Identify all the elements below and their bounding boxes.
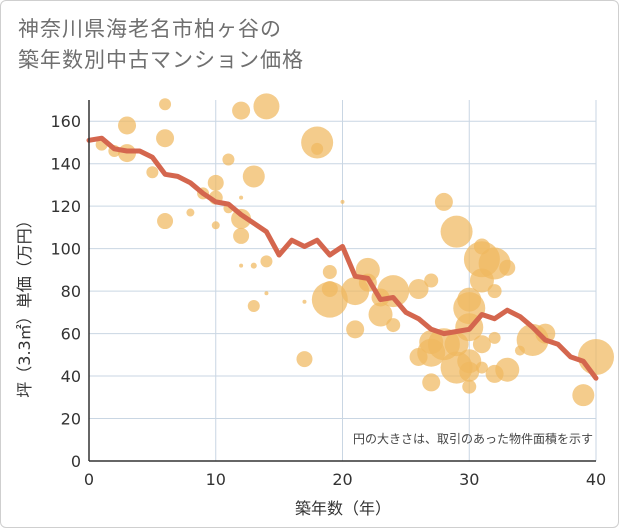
data-bubble [118, 116, 137, 135]
bubble-size-note: 円の大きさは、取引のあった物件面積を示す [353, 431, 593, 446]
data-bubble [157, 213, 174, 230]
data-bubble [346, 320, 365, 339]
y-tick-label: 20 [61, 410, 81, 429]
data-bubble [472, 335, 491, 354]
data-bubble [211, 221, 220, 230]
data-bubble [377, 275, 410, 308]
x-tick-label: 10 [206, 470, 226, 489]
y-tick-label: 100 [50, 240, 81, 259]
data-bubble [156, 129, 175, 148]
y-tick-label: 120 [50, 197, 81, 216]
data-bubble [247, 299, 260, 312]
x-tick-label: 40 [586, 470, 606, 489]
average-price-line [86, 135, 599, 381]
y-tick-label: 0 [71, 452, 81, 471]
y-tick-label: 40 [61, 367, 81, 386]
chart-title-line1: 神奈川県海老名市柏ヶ谷の [18, 17, 282, 41]
data-bubble [159, 98, 172, 111]
data-bubble [242, 165, 265, 188]
x-tick-label: 20 [332, 470, 352, 489]
x-tick-label: 30 [459, 470, 479, 489]
data-bubble [475, 361, 488, 374]
x-tick-label: 0 [84, 470, 94, 489]
data-bubble [311, 281, 348, 318]
data-bubble [495, 357, 520, 382]
data-bubble [578, 338, 614, 375]
y-tick-label: 140 [50, 155, 81, 174]
data-bubble [340, 199, 345, 204]
x-axis-title: 築年数（年） [295, 499, 391, 518]
y-axis-title: 坪（3.3㎡）単価（万円） [15, 212, 34, 397]
data-bubble [572, 384, 595, 407]
bubble-layer [95, 93, 614, 407]
data-bubble [146, 166, 159, 179]
data-bubble [311, 142, 324, 155]
data-bubble [260, 255, 273, 268]
y-tick-label: 80 [61, 282, 81, 301]
data-bubble [499, 259, 516, 276]
data-bubble [487, 284, 502, 299]
data-bubble [386, 318, 401, 333]
y-tick-label: 160 [50, 112, 81, 131]
data-bubble [535, 323, 556, 344]
data-bubble [434, 192, 453, 211]
data-bubble [488, 331, 501, 344]
data-bubble [322, 265, 337, 280]
data-bubble [408, 278, 429, 299]
chart-title: 神奈川県海老名市柏ヶ谷の 築年数別中古マンション価格 [18, 14, 438, 76]
tick-labels: 0 20 40 60 80 100 120 140 160 0 10 20 30 40 [50, 112, 606, 489]
data-bubble [231, 208, 252, 229]
data-bubble [296, 351, 313, 368]
y-tick-label: 60 [61, 325, 81, 344]
chart-title-line2: 築年数別中古マンション価格 [18, 48, 304, 72]
data-bubble [239, 263, 244, 268]
axes [88, 100, 596, 462]
data-bubble [459, 361, 480, 382]
data-bubble [233, 227, 250, 244]
data-bubble [222, 153, 235, 166]
data-bubble [186, 208, 195, 217]
data-bubble [440, 215, 473, 248]
data-bubble [250, 262, 257, 269]
data-bubble [368, 302, 393, 327]
grid-lines [89, 100, 597, 461]
data-bubble [462, 379, 477, 394]
data-bubble [232, 101, 251, 120]
data-bubble [424, 273, 439, 288]
data-bubble [422, 373, 441, 392]
data-bubble [239, 195, 244, 200]
data-bubble [301, 126, 334, 159]
data-bubble [207, 174, 224, 191]
data-bubble [253, 93, 280, 120]
trend-line-layer [86, 135, 599, 381]
data-bubble [302, 299, 307, 304]
data-bubble [264, 291, 269, 296]
